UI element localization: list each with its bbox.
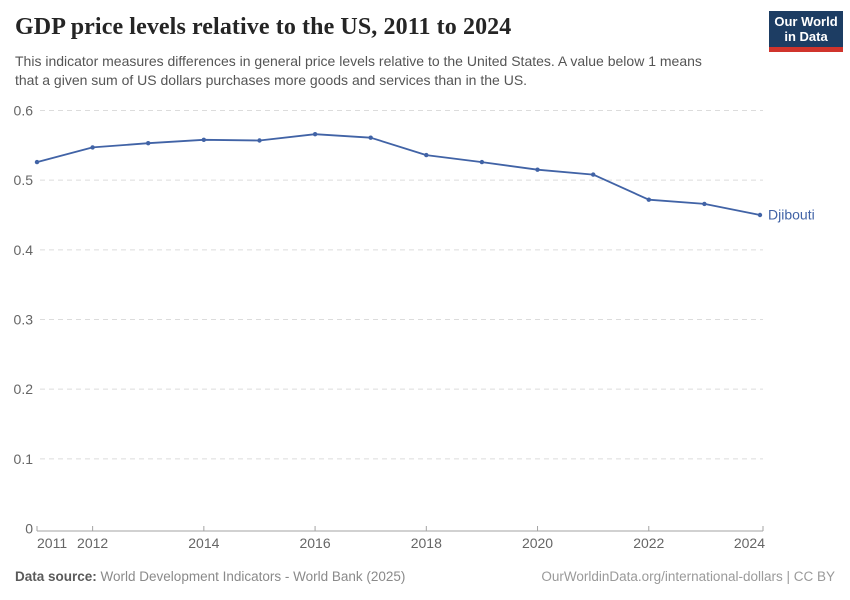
credit-link[interactable]: OurWorldinData.org/international-dollars… [541, 569, 835, 584]
data-point-2013[interactable] [146, 141, 151, 146]
x-axis-tick-label: 2024 [734, 535, 765, 551]
y-axis-tick-label: 0.6 [14, 103, 34, 119]
y-axis-tick-label: 0.1 [14, 451, 34, 467]
data-point-2014[interactable] [201, 137, 206, 142]
y-axis-tick-label: 0.5 [14, 172, 34, 188]
x-axis-tick-label: 2011 [37, 535, 67, 551]
data-point-2018[interactable] [424, 152, 429, 158]
x-axis-tick-label: 2022 [633, 535, 664, 551]
x-axis-tick-label: 2016 [299, 535, 330, 551]
data-point-2019[interactable] [479, 159, 485, 165]
data-point-2020[interactable] [535, 167, 540, 172]
chart-subtitle: This indicator measures differences in g… [15, 53, 702, 88]
x-axis-tick-label: 2014 [188, 535, 219, 551]
y-axis-tick-label: 0.2 [14, 381, 34, 397]
owid-logo[interactable]: Our World in Data [769, 11, 843, 52]
data-point-2016[interactable] [312, 132, 318, 137]
x-axis-tick-label: 2012 [77, 535, 108, 551]
series-label-djibouti[interactable]: Djibouti [768, 207, 815, 223]
data-point-2017[interactable] [368, 135, 373, 140]
chart-title: GDP price levels relative to the US, 201… [15, 14, 512, 40]
data-point-2022[interactable] [646, 197, 651, 202]
data-point-2024[interactable] [757, 212, 763, 218]
data-point-2011[interactable] [34, 159, 40, 165]
x-axis-tick-label: 2018 [411, 535, 442, 551]
data-point-2021[interactable] [591, 172, 596, 177]
y-axis-tick-label: 0 [25, 521, 33, 537]
data-source-text: World Development Indicators - World Ban… [96, 569, 406, 584]
series-line-djibouti[interactable] [36, 133, 761, 216]
data-source: Data source: World Development Indicator… [15, 569, 405, 584]
data-point-2015[interactable] [257, 138, 262, 143]
data-point-2012[interactable] [90, 145, 95, 150]
data-point-2023[interactable] [702, 201, 707, 207]
x-axis-tick-label: 2020 [522, 535, 553, 551]
y-axis-tick-label: 0.4 [14, 242, 34, 258]
data-source-label: Data source: [15, 569, 97, 584]
chart-footer: Data source: World Development Indicator… [15, 569, 835, 584]
y-axis-tick-label: 0.3 [14, 312, 34, 328]
